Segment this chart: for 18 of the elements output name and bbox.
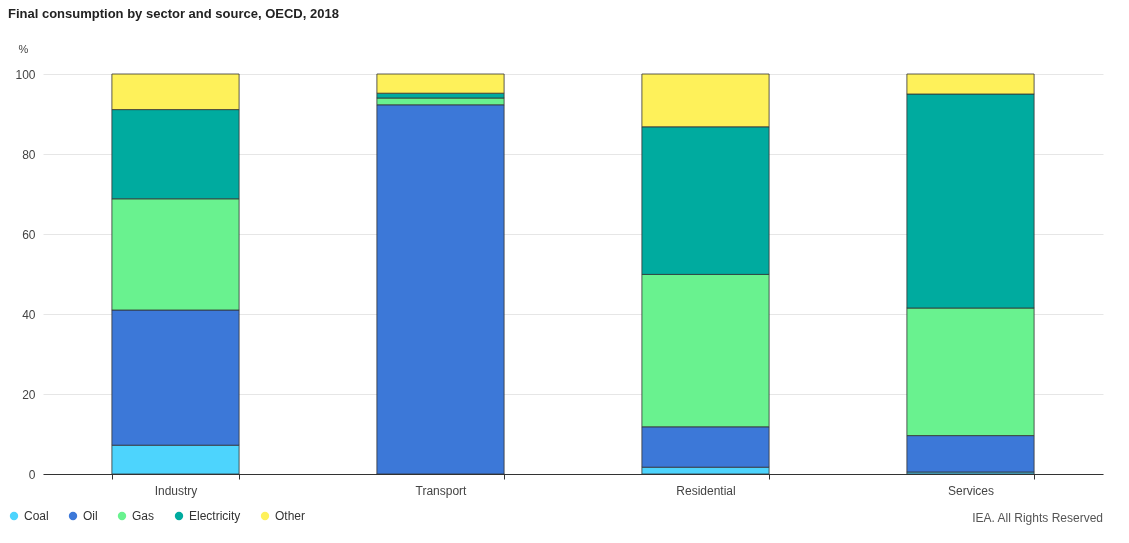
text: IEA. All Rights Reserved bbox=[972, 511, 1103, 525]
y-tick-label: 40 bbox=[22, 307, 36, 322]
x-tick-label: Residential bbox=[676, 483, 736, 498]
chart-title: Final consumption by sector and source, OECD, 2018 bbox=[8, 6, 339, 21]
y-tick-label: 0 bbox=[28, 467, 36, 482]
y-tick-label: 60 bbox=[22, 227, 36, 242]
x-tick-label: Industry bbox=[154, 483, 198, 498]
y-axis-title: % bbox=[18, 42, 29, 55]
y-tick-label: 100 bbox=[15, 67, 36, 82]
legend-label: Other bbox=[275, 509, 306, 523]
legend-label: Coal bbox=[24, 509, 49, 523]
x-tick-label: Services bbox=[947, 483, 995, 498]
y-tick-label: 80 bbox=[22, 147, 36, 162]
y-tick-label: 20 bbox=[22, 387, 36, 402]
legend-label: Gas bbox=[132, 509, 155, 523]
legend-label: Electricity bbox=[189, 509, 241, 523]
x-tick-label: Transport bbox=[415, 483, 468, 498]
legend-label: Oil bbox=[83, 509, 98, 523]
